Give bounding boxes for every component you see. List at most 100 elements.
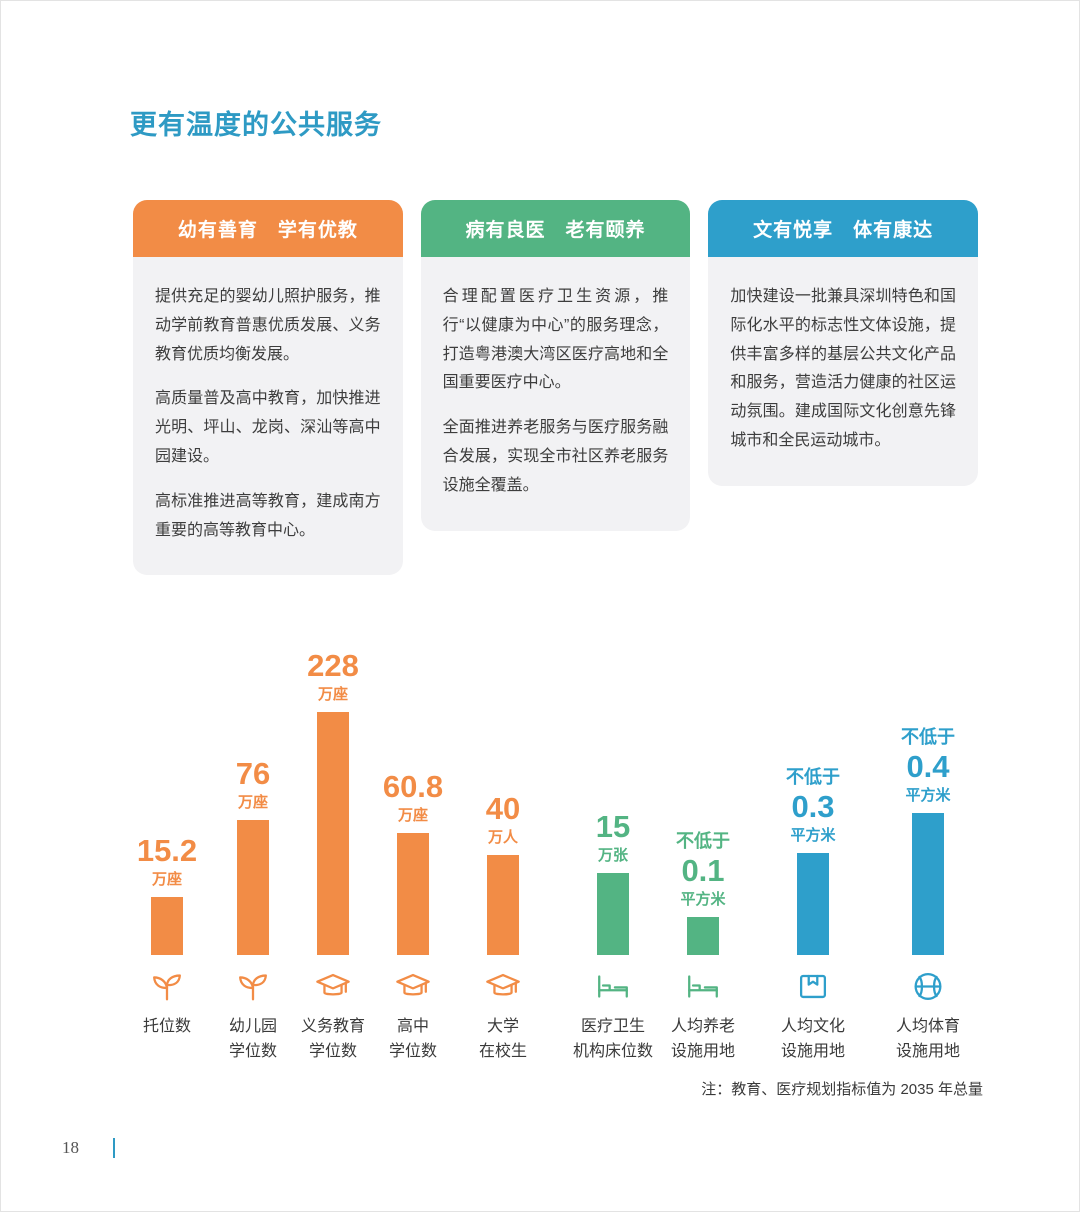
bar-value-unit: 万人 — [487, 829, 518, 846]
chart-column: 60.8 万座 高中 学位数 — [358, 645, 468, 1065]
card-medical-header: 病有良医 老有颐养 — [420, 200, 691, 257]
bar — [912, 813, 944, 955]
card-education-body: 提供充足的婴幼儿照护服务，推动学前教育普惠优质发展、义务教育优质均衡发展。 高质… — [133, 257, 403, 576]
card-medical-paragraph: 合理配置医疗卫生资源，推行“以健康为中心”的服务理念，打造粤港澳大湾区医疗高地和… — [442, 288, 669, 392]
category-icon-row — [684, 963, 722, 1009]
bar-area: 15 万张 — [596, 645, 630, 955]
category-label: 人均文化 设施用地 — [780, 1018, 845, 1060]
bar-value-block: 不低于 0.4 平方米 — [901, 726, 955, 813]
bar — [316, 712, 349, 955]
category-label: 高中 学位数 — [388, 1018, 437, 1060]
bar-value: 228 — [307, 648, 359, 684]
card-medical-paragraph: 全面推进养老服务与医疗服务融合发展，实现全市社区养老服务设施全覆盖。 — [442, 419, 669, 494]
category-label: 人均体育 设施用地 — [895, 1018, 960, 1060]
category-icon-row — [234, 963, 272, 1009]
chart-column: 15 万张 医疗卫生 机构床位数 — [558, 645, 668, 1065]
bar-area: 60.8 万座 — [383, 645, 443, 955]
bar-value-block: 15 万张 — [596, 809, 630, 873]
bar-value: 15 — [595, 809, 631, 845]
bar-value: 15.2 — [136, 833, 198, 869]
card-culture-sports-paragraph: 加快建设一批兼具深圳特色和国际化水平的标志性文体设施，提供丰富多样的基层公共文化… — [730, 288, 957, 449]
bar-value-unit: 平方米 — [790, 827, 836, 844]
category-icon-row — [148, 963, 186, 1009]
card-medical-body: 合理配置医疗卫生资源，推行“以健康为中心”的服务理念，打造粤港澳大湾区医疗高地和… — [420, 257, 691, 531]
bar-area: 不低于 0.4 平方米 — [901, 645, 955, 955]
bar-value-block: 60.8 万座 — [383, 769, 443, 833]
bar-value-unit: 平方米 — [680, 891, 726, 908]
chart-column: 不低于 0.1 平方米 人均养老 设施用地 — [648, 645, 758, 1065]
bar-value-prefix: 不低于 — [676, 830, 730, 851]
bar-value-unit: 万座 — [397, 807, 428, 824]
bar — [397, 833, 429, 955]
book-box-icon — [794, 967, 832, 1005]
graduation-cap-icon — [314, 967, 352, 1005]
chart-column: 不低于 0.3 平方米 人均文化 设施用地 — [758, 645, 868, 1065]
bar-area: 76 万座 — [236, 645, 270, 955]
service-cards: 幼有善育 学有优教 提供充足的婴幼儿照护服务，推动学前教育普惠优质发展、义务教育… — [133, 200, 979, 576]
category-icon-row — [794, 963, 832, 1009]
bar — [797, 853, 829, 955]
category-icon-row — [314, 963, 352, 1009]
category-icon-row — [909, 963, 947, 1009]
bar-value: 40 — [485, 791, 521, 827]
hospital-bed-icon — [684, 967, 722, 1005]
category-label: 义务教育 学位数 — [300, 1018, 365, 1060]
bar-value-block: 76 万座 — [236, 756, 270, 820]
bar-value-unit: 万座 — [151, 871, 182, 888]
sprout-icon — [148, 967, 186, 1005]
page-title: 更有温度的公共服务 — [130, 110, 382, 140]
chart-column: 228 万座 义务教育 学位数 — [278, 645, 388, 1065]
card-culture-sports-header: 文有悦享 体有康达 — [708, 200, 979, 257]
category-icon-row — [484, 963, 522, 1009]
bar — [687, 917, 719, 955]
category-label: 幼儿园 学位数 — [228, 1018, 277, 1060]
bar-value-block: 不低于 0.1 平方米 — [676, 830, 730, 917]
bar-value-unit: 万张 — [597, 847, 628, 864]
sprout-icon — [234, 967, 272, 1005]
bar-value-prefix: 不低于 — [901, 726, 955, 747]
basketball-icon — [909, 967, 947, 1005]
card-education: 幼有善育 学有优教 提供充足的婴幼儿照护服务，推动学前教育普惠优质发展、义务教育… — [133, 200, 403, 576]
bar-value-unit: 万座 — [317, 686, 348, 703]
page-footer: 18 — [62, 1138, 115, 1158]
bar — [486, 855, 519, 955]
chart-column: 不低于 0.4 平方米 人均体育 设施用地 — [873, 645, 983, 1065]
bar-area: 不低于 0.1 平方米 — [676, 645, 730, 955]
bar-value: 60.8 — [382, 769, 444, 805]
category-label: 人均养老 设施用地 — [670, 1018, 735, 1060]
chart-column: 76 万座 幼儿园 学位数 — [198, 645, 308, 1065]
bar — [151, 897, 183, 955]
category-icon-row — [394, 963, 432, 1009]
bar-value-block: 不低于 0.3 平方米 — [786, 766, 840, 853]
bar-value-block: 228 万座 — [307, 648, 359, 712]
card-culture-sports: 文有悦享 体有康达 加快建设一批兼具深圳特色和国际化水平的标志性文体设施，提供丰… — [708, 200, 979, 486]
page-number: 18 — [62, 1138, 79, 1157]
card-culture-sports-body: 加快建设一批兼具深圳特色和国际化水平的标志性文体设施，提供丰富多样的基层公共文化… — [708, 257, 979, 486]
bar-value: 0.1 — [681, 853, 725, 889]
category-label: 托位数 — [142, 1018, 191, 1035]
card-education-paragraph: 高质量普及高中教育，加快推进光明、坪山、龙岗、深汕等高中园建设。 — [155, 390, 381, 465]
hospital-bed-icon — [594, 967, 632, 1005]
graduation-cap-icon — [394, 967, 432, 1005]
bar-value: 76 — [235, 756, 271, 792]
card-education-paragraph: 提供充足的婴幼儿照护服务，推动学前教育普惠优质发展、义务教育优质均衡发展。 — [155, 288, 381, 363]
category-label: 大学 在校生 — [478, 1018, 527, 1060]
bar-area: 40 万人 — [486, 645, 520, 955]
bar-area: 不低于 0.3 平方米 — [786, 645, 840, 955]
bar-value: 0.4 — [906, 749, 950, 785]
bar — [596, 873, 629, 955]
graduation-cap-icon — [484, 967, 522, 1005]
bar-area: 228 万座 — [307, 645, 359, 955]
footer-divider-line — [113, 1138, 115, 1158]
category-icon-row — [594, 963, 632, 1009]
bar-value-unit: 平方米 — [905, 787, 951, 804]
chart-footnote: 注：教育、医疗规划指标值为 2035 年总量 — [701, 1081, 983, 1098]
card-education-paragraph: 高标准推进高等教育，建成南方重要的高等教育中心。 — [155, 492, 381, 539]
chart-column: 40 万人 大学 在校生 — [448, 645, 558, 1065]
chart-column: 15.2 万座 托位数 — [112, 645, 222, 1040]
bar-value-prefix: 不低于 — [786, 766, 840, 787]
bar-value-unit: 万座 — [237, 794, 268, 811]
bar-value-block: 40 万人 — [486, 791, 520, 855]
indicators-bar-chart: 15.2 万座 托位数 76 万座 幼儿园 学位数 — [110, 645, 1010, 1065]
